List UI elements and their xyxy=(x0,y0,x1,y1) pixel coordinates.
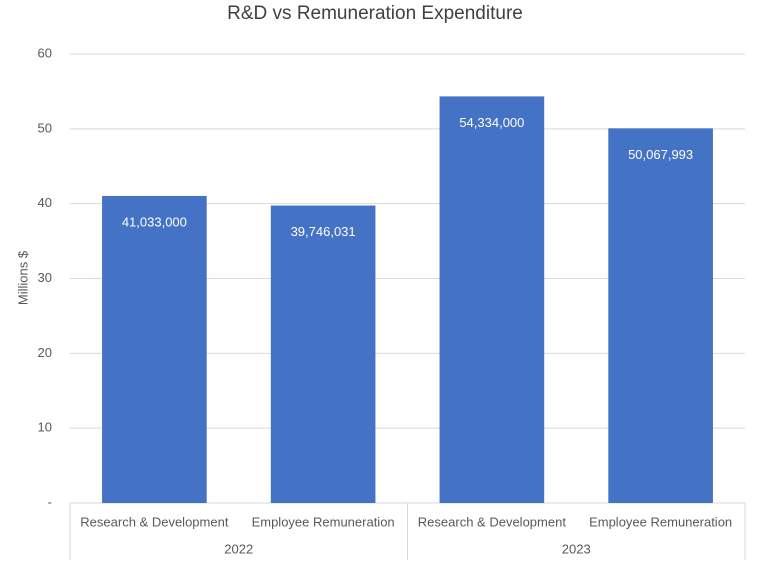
x-tick-label: Employee Remuneration xyxy=(589,514,732,529)
data-label: 39,746,031 xyxy=(291,224,356,239)
bar xyxy=(270,205,376,503)
group-label: 2022 xyxy=(224,541,253,556)
y-tick-label: 20 xyxy=(38,345,52,360)
y-tick-label: 10 xyxy=(38,420,52,435)
x-tick-label: Research & Development xyxy=(80,514,229,529)
y-axis-label: Millions $ xyxy=(15,250,30,305)
chart-title: R&D vs Remuneration Expenditure xyxy=(227,3,523,24)
x-tick-label: Research & Development xyxy=(418,514,567,529)
bar xyxy=(608,128,713,503)
group-label: 2023 xyxy=(562,541,591,556)
y-tick-label: - xyxy=(48,494,52,509)
x-tick-label: Employee Remuneration xyxy=(252,514,395,529)
data-label: 54,334,000 xyxy=(459,115,524,130)
bar xyxy=(102,195,207,503)
y-tick-label: 50 xyxy=(38,120,52,135)
y-tick-label: 30 xyxy=(38,270,52,285)
data-label: 41,033,000 xyxy=(122,214,187,229)
y-tick-label: 60 xyxy=(38,45,52,60)
bar xyxy=(439,96,545,503)
data-label: 50,067,993 xyxy=(628,147,693,162)
y-tick-label: 40 xyxy=(38,195,52,210)
